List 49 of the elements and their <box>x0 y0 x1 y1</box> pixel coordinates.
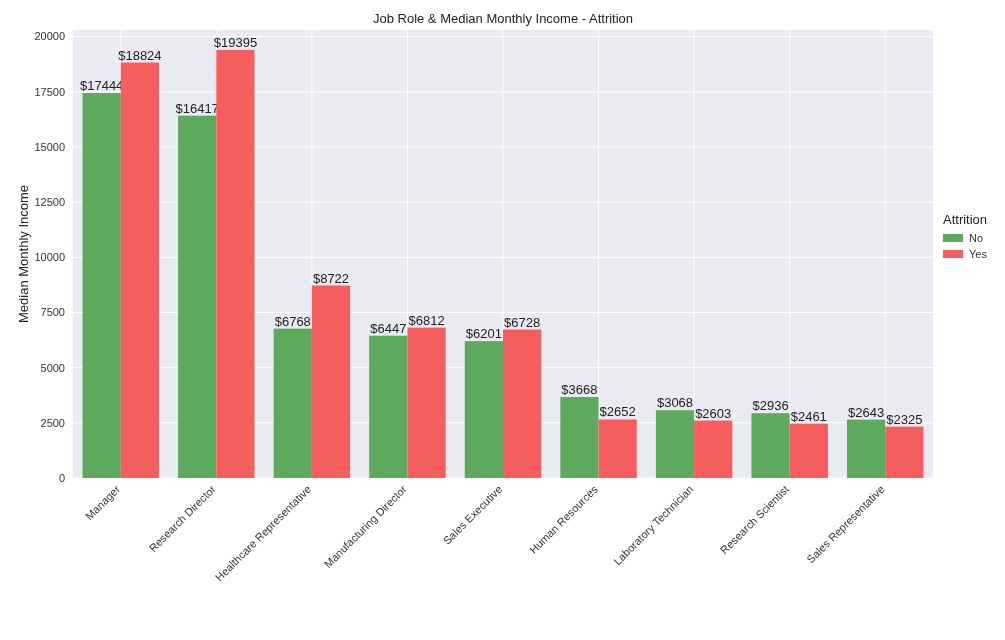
bar <box>464 341 503 478</box>
bar <box>560 397 599 478</box>
bar <box>273 328 312 478</box>
bar <box>598 419 637 478</box>
bar <box>311 285 351 478</box>
data-label: $16417 <box>175 100 219 116</box>
bar <box>369 335 408 478</box>
data-label: $6201 <box>465 326 502 342</box>
y-tick-label: 7500 <box>40 306 65 319</box>
data-label: $2643 <box>848 404 885 420</box>
data-label: $2325 <box>886 411 923 427</box>
legend-title: Attrition <box>943 212 988 227</box>
bar <box>789 423 828 478</box>
bar <box>847 419 886 478</box>
y-tick-label: 2500 <box>40 416 65 429</box>
data-label: $6812 <box>408 312 445 328</box>
legend-label: Yes <box>969 248 988 260</box>
data-label: $3668 <box>561 382 598 398</box>
data-label: $6447 <box>370 320 407 336</box>
legend-label: No <box>969 232 984 244</box>
data-label: $6728 <box>504 314 541 330</box>
data-label: $2652 <box>599 404 636 420</box>
y-axis-title: Median Monthly Income <box>16 184 31 324</box>
y-tick-label: 5000 <box>40 361 65 374</box>
y-tick-label: 17500 <box>34 85 65 98</box>
data-label: $3068 <box>656 395 694 411</box>
y-tick-label: 0 <box>58 471 65 484</box>
y-tick-label: 10000 <box>34 251 65 264</box>
chart-title: Job Role & Median Monthly Income - Attrition <box>372 11 634 26</box>
bar <box>655 410 695 478</box>
y-tick-label: 12500 <box>34 195 65 208</box>
bar <box>120 62 159 478</box>
bar <box>407 327 446 478</box>
bar <box>216 49 255 478</box>
bar <box>694 420 733 478</box>
y-tick-label: 15000 <box>34 140 65 153</box>
data-label: $6768 <box>274 313 311 329</box>
bar <box>885 426 924 478</box>
bar <box>751 413 790 478</box>
data-label: $18824 <box>118 47 162 63</box>
data-label: $8722 <box>312 270 350 286</box>
bar <box>503 329 542 478</box>
y-tick-label: 20000 <box>34 30 65 43</box>
data-label: $19395 <box>213 34 258 50</box>
data-label: $2461 <box>790 408 827 424</box>
data-label: $2936 <box>752 398 789 414</box>
bar <box>178 115 217 478</box>
data-label: $2603 <box>695 405 732 421</box>
bar <box>82 93 121 478</box>
